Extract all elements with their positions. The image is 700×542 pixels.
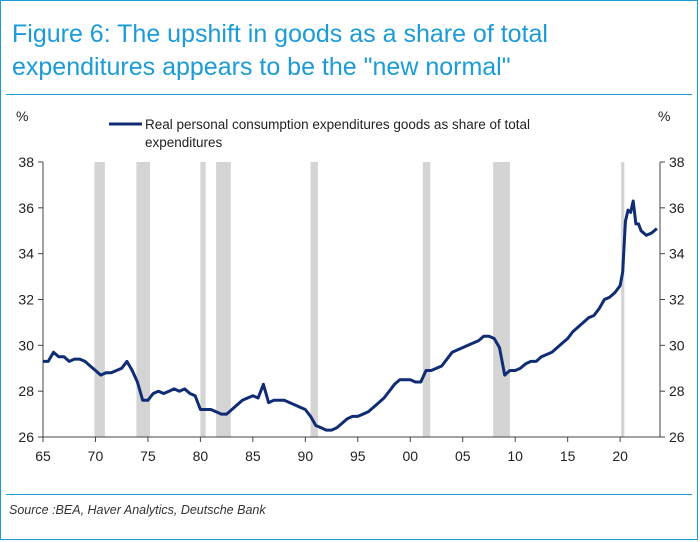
recession-band — [216, 162, 231, 437]
x-tick-label: 70 — [88, 448, 104, 464]
y-tick-label-left: 28 — [18, 383, 34, 399]
y-tick-label-right: 30 — [669, 337, 685, 353]
recession-band — [200, 162, 206, 437]
y-tick-label-right: 28 — [669, 383, 685, 399]
recession-band — [136, 162, 151, 437]
y-tick-label-left: 36 — [18, 200, 34, 216]
x-tick-label: 80 — [193, 448, 209, 464]
recession-band — [94, 162, 105, 437]
recession-band — [493, 162, 510, 437]
recession-band — [310, 162, 318, 437]
x-tick-label: 00 — [402, 448, 418, 464]
y-tick-label-left: 26 — [18, 429, 34, 445]
recession-shading — [94, 162, 625, 437]
x-tick-label: 90 — [298, 448, 314, 464]
recession-band — [621, 162, 625, 437]
x-tick-label: 05 — [455, 448, 471, 464]
x-tick-label: 15 — [560, 448, 576, 464]
legend-label-line1: Real personal consumption expenditures g… — [145, 117, 530, 132]
y-tick-label-left: 30 — [18, 337, 34, 353]
y-tick-label-left: 34 — [18, 246, 34, 262]
right-y-unit-label: % — [658, 108, 670, 124]
y-tick-label-right: 32 — [669, 292, 685, 308]
x-tick-label: 65 — [35, 448, 51, 464]
x-tick-label: 95 — [350, 448, 366, 464]
x-tick-label: 75 — [140, 448, 156, 464]
title-divider — [6, 94, 692, 95]
left-y-unit-label: % — [16, 108, 28, 124]
source-divider — [6, 494, 692, 495]
x-tick-label: 20 — [612, 448, 628, 464]
x-tick-label: 10 — [507, 448, 523, 464]
y-tick-label-right: 34 — [669, 246, 685, 262]
x-tick-label: 85 — [245, 448, 261, 464]
series-line-goods-share — [43, 199, 658, 432]
source-note: Source :BEA, Haver Analytics, Deutsche B… — [9, 503, 266, 517]
axis-ticks: 26 26 28 28 30 30 32 32 34 34 36 36 38 38 65 70 75 80 85 90… — [18, 154, 684, 464]
y-tick-label-right: 26 — [669, 429, 685, 445]
y-tick-label-right: 38 — [669, 154, 685, 170]
y-tick-label-left: 32 — [18, 292, 34, 308]
legend-label-line2: expenditures — [145, 135, 223, 150]
y-tick-label-right: 36 — [669, 200, 685, 216]
recession-band — [422, 162, 431, 437]
chart-title: Figure 6: The upshift in goods as a shar… — [12, 20, 548, 81]
y-tick-label-left: 38 — [18, 154, 34, 170]
